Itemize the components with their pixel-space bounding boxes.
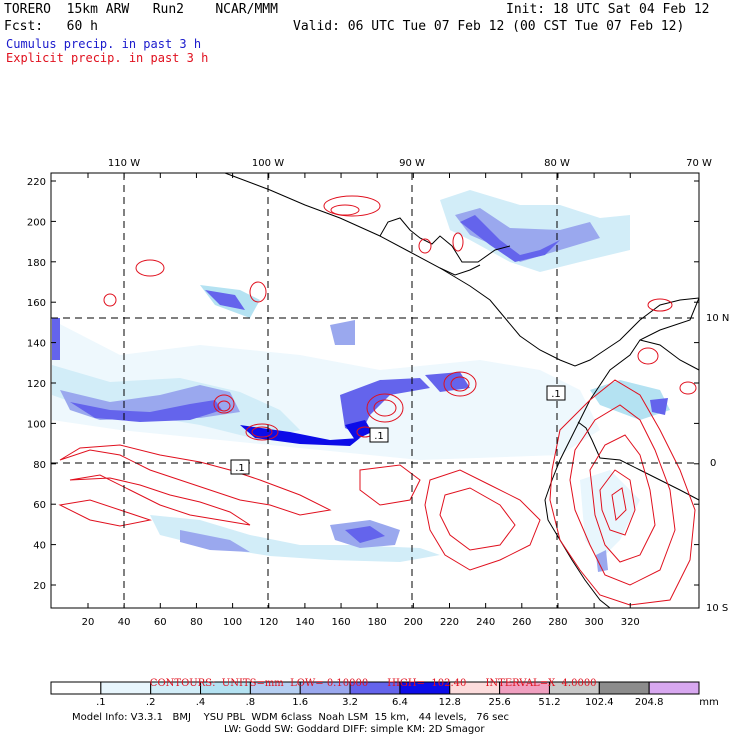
x-axis-ticks: 20 40 60 80 100 120 140 160 180 200 220 240 260 280 30… bbox=[82, 173, 640, 628]
contours-interval: INTERVAL=X 4.0000 bbox=[485, 678, 597, 689]
y-tick-label: 100 bbox=[27, 419, 46, 430]
x-tick-label: 200 bbox=[404, 617, 423, 628]
lon-label-80w: 80 W bbox=[544, 158, 570, 169]
x-tick-label: 80 bbox=[190, 617, 203, 628]
colorbar-label: .8 bbox=[246, 697, 256, 708]
y-tick-label: 20 bbox=[33, 581, 46, 592]
box-label-3: .1 bbox=[551, 389, 561, 400]
x-tick-label: 140 bbox=[295, 617, 314, 628]
model-title: TORERO 15km ARW Run2 NCAR/MMM bbox=[4, 2, 278, 17]
coastline bbox=[224, 173, 699, 608]
top-longitude-labels: 110 W 100 W 90 W 80 W 70 W bbox=[108, 158, 712, 169]
colorbar-label: 51.2 bbox=[538, 697, 560, 708]
x-tick-label: 240 bbox=[476, 617, 495, 628]
lat-label-10s: 10 S bbox=[706, 603, 728, 614]
colorbar-label: 6.4 bbox=[392, 697, 408, 708]
contours-label: CONTOURS: UNITS=mm LOW= 0.10000 bbox=[149, 678, 369, 689]
box-label-1: .1 bbox=[235, 463, 245, 474]
y-tick-label: 200 bbox=[27, 217, 46, 228]
contours-high: HIGH= 102.40 bbox=[387, 678, 467, 689]
x-tick-label: 300 bbox=[585, 617, 604, 628]
contours-info: CONTOURS: UNITS=mm LOW= 0.10000 HIGH= 10… bbox=[0, 667, 740, 689]
model-info-line1: Model Info: V3.3.1 BMJ YSU PBL WDM 6clas… bbox=[72, 712, 510, 723]
y-tick-label: 80 bbox=[33, 460, 46, 471]
colorbar-label: 12.8 bbox=[439, 697, 461, 708]
colorbar-label: 3.2 bbox=[342, 697, 358, 708]
y-tick-label: 40 bbox=[33, 541, 46, 552]
x-tick-label: 20 bbox=[82, 617, 95, 628]
cumulus-precip-shading bbox=[52, 190, 670, 572]
lon-label-90w: 90 W bbox=[399, 158, 425, 169]
y-tick-label: 220 bbox=[27, 177, 46, 188]
cumulus-precip-label: Cumulus precip. in past 3 h bbox=[6, 37, 202, 51]
y-axis-ticks: 220 200 180 160 140 120 100 80 60 40 20 bbox=[27, 177, 699, 592]
contour-label-boxes: .1 .1 .1 bbox=[230, 385, 566, 475]
explicit-precip-contours bbox=[58, 195, 697, 606]
lon-label-70w: 70 W bbox=[686, 158, 712, 169]
x-tick-label: 260 bbox=[512, 617, 531, 628]
colorbar-label: 102.4 bbox=[585, 697, 614, 708]
colorbar-label: 204.8 bbox=[635, 697, 664, 708]
lat-label-10n: 10 N bbox=[706, 313, 729, 324]
y-tick-label: 160 bbox=[27, 298, 46, 309]
x-tick-label: 60 bbox=[154, 617, 167, 628]
colorbar: .1 .2 .4 .8 1.6 3.2 6.4 12.8 25.6 51.2 102.4 204.8 m… bbox=[50, 681, 719, 708]
x-tick-label: 180 bbox=[368, 617, 387, 628]
valid-time: Valid: 06 UTC Tue 07 Feb 12 (00 CST Tue … bbox=[293, 19, 685, 34]
y-tick-label: 60 bbox=[33, 500, 46, 511]
model-info-line2: LW: Godd SW: Goddard DIFF: simple KM: 2D… bbox=[224, 724, 485, 735]
forecast-hour: Fcst: 60 h bbox=[4, 19, 98, 34]
colorbar-label: 1.6 bbox=[292, 697, 308, 708]
x-tick-label: 100 bbox=[223, 617, 242, 628]
colorbar-swatch bbox=[648, 681, 700, 695]
colorbar-unit: mm bbox=[699, 697, 718, 708]
y-tick-label: 120 bbox=[27, 379, 46, 390]
x-tick-label: 320 bbox=[621, 617, 640, 628]
colorbar-label: .1 bbox=[96, 697, 106, 708]
right-latitude-labels: 10 N 0 10 S bbox=[706, 313, 729, 614]
x-tick-label: 40 bbox=[118, 617, 131, 628]
x-tick-label: 160 bbox=[332, 617, 351, 628]
lat-label-0: 0 bbox=[710, 458, 716, 469]
colorbar-label: .4 bbox=[196, 697, 206, 708]
init-time: Init: 18 UTC Sat 04 Feb 12 bbox=[506, 2, 710, 17]
explicit-precip-label: Explicit precip. in past 3 h bbox=[6, 51, 209, 65]
x-tick-label: 280 bbox=[548, 617, 567, 628]
colorbar-label: 25.6 bbox=[488, 697, 510, 708]
colorbar-label: .2 bbox=[146, 697, 156, 708]
y-tick-label: 180 bbox=[27, 258, 46, 269]
x-tick-label: 220 bbox=[440, 617, 459, 628]
lon-label-110w: 110 W bbox=[108, 158, 140, 169]
x-tick-label: 120 bbox=[259, 617, 278, 628]
box-label-2: .1 bbox=[374, 431, 384, 442]
y-tick-label: 140 bbox=[27, 339, 46, 350]
lon-label-100w: 100 W bbox=[252, 158, 284, 169]
map-frame bbox=[50, 172, 700, 609]
